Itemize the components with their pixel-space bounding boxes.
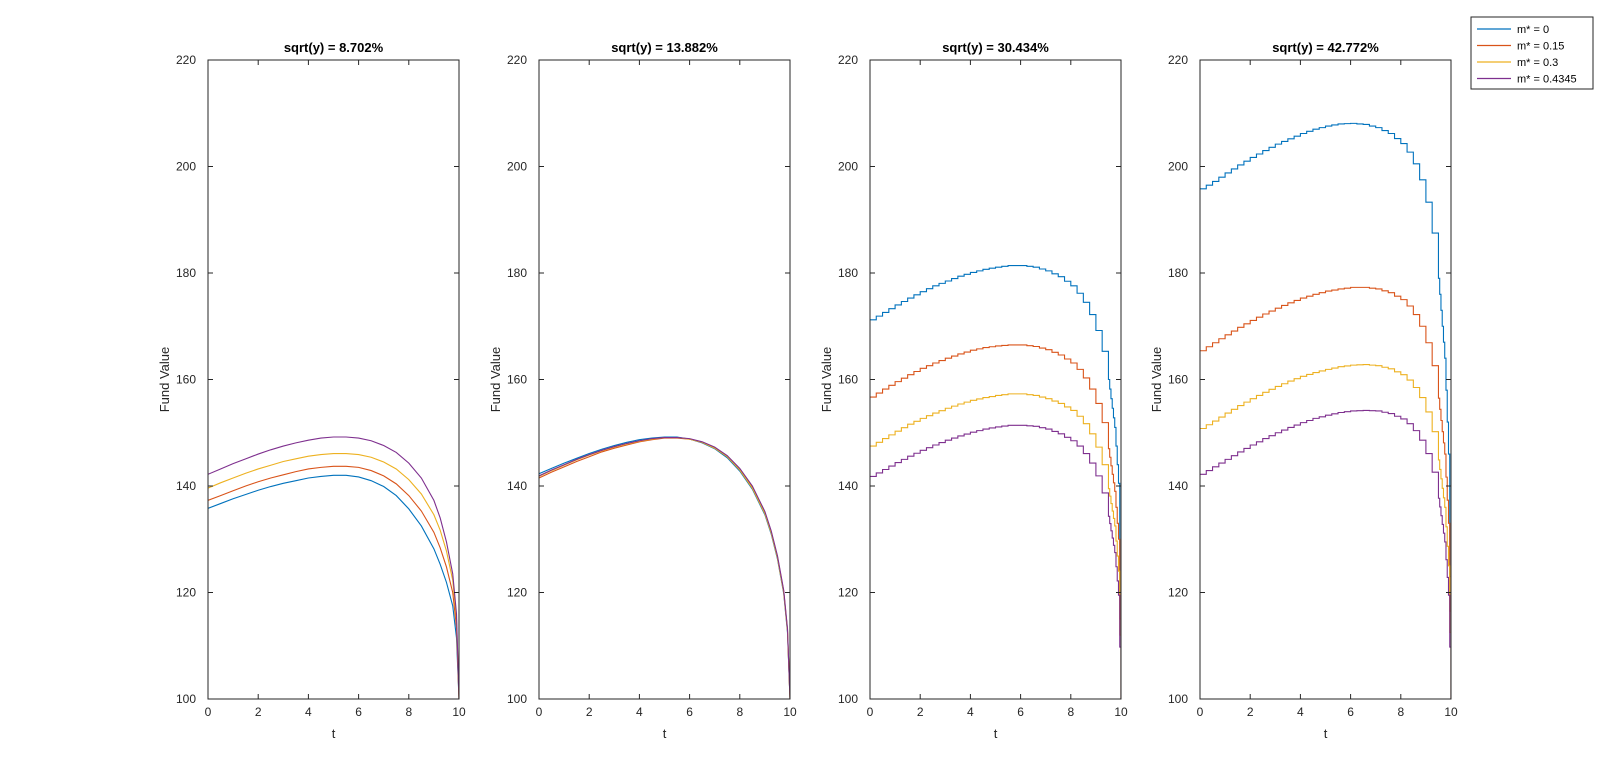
y-axis-label: Fund Value: [819, 347, 834, 413]
series-line-m0-4345: [1200, 409, 1451, 699]
y-tick-label: 200: [176, 160, 196, 174]
subplot-1: sqrt(y) = 8.702% 0 2 4 6 8 10 100 120 140 160 180 20…: [157, 40, 466, 741]
x-tick-label: 10: [1114, 705, 1128, 719]
y-tick-label: 120: [507, 586, 527, 600]
y-tick-label: 220: [838, 53, 858, 67]
x-tick-label: 0: [536, 705, 543, 719]
x-tick-label: 4: [305, 705, 312, 719]
x-tick-label: 10: [1444, 705, 1458, 719]
subplot-title: sqrt(y) = 30.434%: [942, 40, 1049, 55]
y-axis-label: Fund Value: [157, 347, 172, 413]
x-tick-label: 2: [1247, 705, 1254, 719]
series-line-m0-3: [870, 393, 1121, 699]
series-line-m0-15: [870, 344, 1121, 699]
x-tick-label: 8: [736, 705, 743, 719]
legend: m* = 0 m* = 0.15 m* = 0.3 m* = 0.4345: [1470, 16, 1594, 90]
series-line-m0-4345: [208, 436, 459, 699]
x-tick-label: 8: [405, 705, 412, 719]
subplot-title: sqrt(y) = 42.772%: [1272, 40, 1379, 55]
y-tick-label: 160: [176, 373, 196, 387]
y-axis-label: Fund Value: [1149, 347, 1164, 413]
subplot-2: sqrt(y) = 13.882% 0 2 4 6 8 10 100 120 140 160 180 2…: [488, 40, 797, 741]
subplot-3: sqrt(y) = 30.434% 0 2 4 6 8 10 100 120 140 160 180 2…: [819, 40, 1128, 741]
y-tick-label: 200: [507, 160, 527, 174]
x-tick-label: 0: [867, 705, 874, 719]
x-tick-label: 2: [917, 705, 924, 719]
series-group: [208, 436, 459, 699]
x-axis-label: t: [994, 726, 998, 741]
y-tick-label: 100: [1168, 692, 1188, 706]
y-tick-label: 140: [507, 479, 527, 493]
y-axis-label: Fund Value: [488, 347, 503, 413]
y-tick-label: 160: [1168, 373, 1188, 387]
y-tick-label: 160: [838, 373, 858, 387]
y-tick-label: 140: [838, 479, 858, 493]
y-tick-label: 120: [838, 586, 858, 600]
y-tick-label: 100: [176, 692, 196, 706]
series-group: [539, 436, 790, 699]
x-axis-label: t: [1324, 726, 1328, 741]
y-tick-label: 120: [1168, 586, 1188, 600]
series-line-m0-4345: [870, 424, 1121, 699]
legend-entry-label: m* = 0.3: [1517, 57, 1558, 69]
y-tick-label: 220: [1168, 53, 1188, 67]
y-tick-label: 220: [176, 53, 196, 67]
x-tick-label: 2: [586, 705, 593, 719]
series-line-m0: [870, 265, 1121, 699]
legend-entry-label: m* = 0.4345: [1517, 74, 1577, 86]
y-tick-label: 180: [507, 266, 527, 280]
x-tick-label: 6: [686, 705, 693, 719]
x-tick-label: 4: [1297, 705, 1304, 719]
y-tick-label: 180: [1168, 266, 1188, 280]
series-line-m0-15: [1200, 286, 1451, 699]
x-tick-label: 0: [1197, 705, 1204, 719]
x-tick-label: 6: [1347, 705, 1354, 719]
subplot-4: sqrt(y) = 42.772% 0 2 4 6 8 10 100 120 140 160 180 2…: [1149, 40, 1458, 741]
y-tick-label: 140: [1168, 479, 1188, 493]
y-tick-label: 180: [176, 266, 196, 280]
x-tick-label: 0: [205, 705, 212, 719]
x-tick-label: 8: [1067, 705, 1074, 719]
y-tick-label: 220: [507, 53, 527, 67]
legend-entry-label: m* = 0: [1517, 24, 1549, 36]
series-line-m0-3: [1200, 364, 1451, 699]
x-tick-label: 10: [452, 705, 466, 719]
y-tick-label: 100: [838, 692, 858, 706]
series-line-m0: [1200, 122, 1451, 699]
x-tick-label: 4: [967, 705, 974, 719]
series-line-m0: [208, 474, 459, 699]
x-tick-label: 6: [355, 705, 362, 719]
y-tick-label: 160: [507, 373, 527, 387]
x-tick-label: 4: [636, 705, 643, 719]
series-group: [1200, 122, 1451, 699]
subplot-title: sqrt(y) = 8.702%: [284, 40, 384, 55]
y-tick-label: 200: [1168, 160, 1188, 174]
series-line-m0-15: [208, 465, 459, 699]
y-tick-label: 200: [838, 160, 858, 174]
x-axis-label: t: [663, 726, 667, 741]
x-axis-label: t: [332, 726, 336, 741]
legend-entry-label: m* = 0.15: [1517, 41, 1564, 53]
subplot-title: sqrt(y) = 13.882%: [611, 40, 718, 55]
x-tick-label: 2: [255, 705, 262, 719]
subplot-panels: sqrt(y) = 8.702%0 2 4 6 8 1010012014016018020…: [157, 40, 1458, 741]
y-tick-label: 180: [838, 266, 858, 280]
x-tick-label: 8: [1397, 705, 1404, 719]
y-tick-label: 120: [176, 586, 196, 600]
x-tick-label: 6: [1017, 705, 1024, 719]
series-group: [870, 265, 1121, 699]
series-line-m0-3: [208, 452, 459, 699]
y-tick-label: 140: [176, 479, 196, 493]
y-tick-label: 100: [507, 692, 527, 706]
series-line-m0-4345: [539, 436, 790, 699]
x-tick-label: 10: [783, 705, 797, 719]
